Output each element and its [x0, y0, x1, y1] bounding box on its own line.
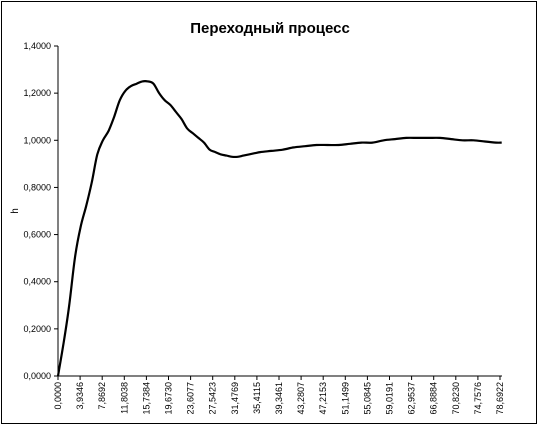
y-tick-label: 0,6000 [23, 230, 51, 240]
x-tick-label: 27,5423 [208, 382, 218, 415]
y-axis: 0,0000 0,2000 0,4000 0,6000 0,8000 1,0000 1,20… [23, 41, 58, 381]
x-tick-label: 3,9346 [75, 382, 85, 410]
y-tick-label: 0,4000 [23, 277, 51, 287]
y-axis-label: h [10, 208, 21, 214]
x-tick-label: 0,0000 [53, 382, 63, 410]
x-tick-label: 62,9537 [407, 382, 417, 415]
x-tick-label: 55,0845 [362, 382, 372, 415]
x-tick-label: 23,6077 [186, 382, 196, 415]
y-tick-label: 0,2000 [23, 324, 51, 334]
y-tick-label: 0,8000 [23, 182, 51, 192]
x-tick-label: 66,8884 [429, 382, 439, 415]
x-tick-label: 11,8038 [119, 382, 129, 414]
x-tick-label: 47,2153 [318, 382, 328, 415]
x-tick-label: 43,2807 [296, 382, 306, 415]
x-tick-label: 7,8692 [97, 382, 107, 410]
chart-title: Переходный процесс [190, 20, 350, 37]
x-tick-label: 15,7384 [141, 382, 151, 415]
y-tick-label: 1,2000 [23, 88, 51, 98]
series-line [56, 80, 502, 377]
x-tick-label: 39,3461 [274, 382, 284, 415]
x-tick-label: 78,6922 [495, 382, 505, 415]
x-tick-label: 59,0191 [384, 382, 394, 415]
y-tick-label: 0,0000 [23, 371, 51, 381]
series-group [56, 80, 502, 377]
x-tick-label: 19,6730 [163, 382, 173, 415]
x-tick-label: 74,7576 [473, 382, 483, 415]
x-tick-label: 35,4115 [252, 382, 262, 414]
y-tick-label: 1,0000 [23, 135, 51, 145]
x-tick-label: 51,1499 [340, 382, 350, 415]
x-axis: 0,0000 3,9346 7,8692 11,8038 15,7384 19,6730 2… [53, 376, 505, 415]
x-tick-label: 70,8230 [451, 382, 461, 415]
x-tick-label: 31,4769 [230, 382, 240, 415]
y-tick-label: 1,4000 [23, 41, 51, 51]
